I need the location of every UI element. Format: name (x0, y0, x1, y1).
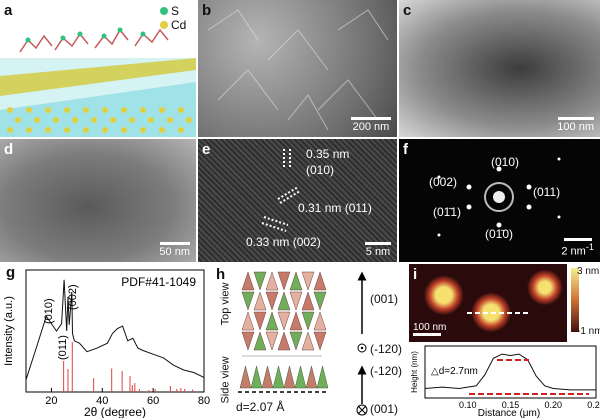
panel-label-h: h (216, 266, 226, 283)
spot-0-1bar-1: (01̄1) (433, 205, 462, 219)
x-tick-label: 60 (147, 395, 159, 407)
scale-text-f: 2 nm (561, 246, 586, 258)
panel-f: f (010) (002) (011) (01̄1) (01̄0) 2 nm-1 (399, 139, 600, 262)
spot-0-1bar-0: (01̄0) (485, 227, 514, 241)
spot-011: (011) (533, 185, 561, 199)
scale-text-b: 200 nm (352, 121, 390, 133)
axis-001-top: (001) (370, 292, 399, 306)
scale-bar-f: 2 nm-1 (561, 238, 594, 258)
x-tick-label: 0.20 (544, 400, 562, 410)
axis-120-side: (-120) (370, 364, 403, 378)
legend-cd-label: Cd (171, 18, 187, 32)
top-view-label: Top view (219, 282, 232, 326)
xrd-series-line (25, 279, 205, 380)
scale-bar-d: 50 nm (159, 242, 190, 258)
panel-d: d 50 nm (0, 139, 196, 262)
height-series-line (424, 353, 596, 391)
x-tick-label: 0.25 (587, 400, 600, 410)
profile-ylabel: Height (nm) (410, 351, 419, 393)
peak-label-010: (010) (43, 298, 55, 324)
peak-label-002: (002) (67, 284, 79, 310)
delta-label: △d=2.7nm (431, 366, 478, 377)
scale-sup-f: -1 (585, 242, 594, 253)
profile-xlabel: Distance (μm) (478, 408, 540, 418)
x-tick-label: 20 (45, 395, 57, 407)
spot-010: (010) (491, 155, 520, 169)
legend-item-cd: Cd (160, 18, 186, 32)
scale-bar-c: 100 nm (557, 117, 594, 133)
panel-label-g: g (6, 264, 16, 281)
spot-002: (002) (429, 175, 458, 189)
scale-bar-e: 5 nm (365, 242, 391, 258)
reference-sticks (63, 342, 194, 392)
profile-x-ticks: 0.10 0.15 0.20 0.25 (459, 400, 600, 410)
panel-b: b 200 nm (198, 0, 397, 137)
scale-text-d: 50 nm (159, 246, 190, 258)
xrd-reference: PDF#41-1049 (121, 275, 196, 289)
panel-label-b: b (202, 2, 212, 19)
panel-e: e 0.35 nm (010) 0.31 nm (011) 0.33 nm (0… (198, 139, 397, 262)
profile-line (467, 312, 529, 314)
legend-s-label: S (171, 4, 180, 18)
colorbar-min: -1 nm (577, 326, 600, 337)
schematic-a (0, 27, 196, 137)
panel-label-i: i (413, 266, 418, 283)
panel-label-c: c (403, 2, 412, 19)
panel-label-e: e (202, 141, 211, 158)
panel-a: a S Cd (0, 0, 196, 137)
sem-texture (207, 9, 389, 131)
legend-item-s: S (160, 4, 186, 18)
x-tick-label: 0.15 (502, 400, 520, 410)
panel-label-d: d (4, 141, 14, 158)
annotation-031nm-011: 0.31 nm (011) (298, 201, 372, 215)
colorbar (571, 268, 579, 332)
scale-bar-b: 200 nm (351, 117, 391, 133)
afm-scale-text: 100 nm (413, 322, 447, 333)
axis-001-side: (001) (370, 402, 399, 416)
colorbar-max: 3 nm (577, 266, 600, 277)
panel-c: c 100 nm (399, 0, 600, 137)
panel-label-f: f (403, 141, 408, 158)
scale-text-c: 100 nm (557, 121, 594, 133)
height-profile-chart: 0.10 0.15 0.20 0.25 Distance (μm) Height (n… (410, 345, 600, 418)
diffraction-pattern (437, 157, 561, 237)
panel-label-a: a (4, 2, 13, 19)
afm-scale: 100 nm (413, 322, 446, 336)
x-tick-label: 40 (96, 395, 108, 407)
annotation-010: (010) (306, 163, 335, 177)
panel-i: i 100 nm 3 nm -1 nm 0.10 0.15 0.20 0.25 Dis… (409, 264, 600, 418)
side-view-label: Side view (219, 356, 232, 404)
xrd-x-ticks: 20 40 60 80 (45, 388, 210, 407)
axis-120-top: (-120) (370, 342, 403, 356)
x-tick-label: 80 (198, 395, 210, 407)
legend-a: S Cd (160, 4, 186, 32)
annotation-035nm: 0.35 nm (306, 147, 350, 161)
xrd-ylabel: Intensity (a.u.) (3, 296, 15, 366)
panel-g: 20 40 60 80 2θ (degree) Intensity (a.u.) PD… (0, 264, 210, 418)
annotation-033nm-002: 0.33 nm (002) (246, 235, 321, 249)
crystal-structure (238, 271, 368, 416)
xrd-chart: 20 40 60 80 2θ (degree) Intensity (a.u.) PD… (3, 269, 210, 418)
lattice-markers (261, 149, 301, 232)
peak-label-011: (011) (57, 335, 69, 360)
afm-image (409, 264, 567, 342)
scale-text-e: 5 nm (365, 246, 391, 258)
interlayer-spacing: d=2.07 Å (236, 400, 285, 414)
x-tick-label: 0.10 (459, 400, 477, 410)
panel-h: h Top view Side view (001) (-120) (-120)… (212, 264, 407, 418)
xrd-xlabel: 2θ (degree) (84, 405, 146, 418)
